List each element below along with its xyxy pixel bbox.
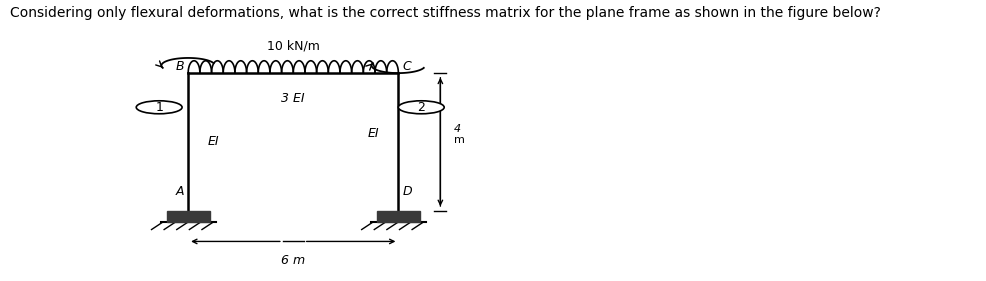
Text: C: C [402, 60, 411, 72]
Text: 10 kN/m: 10 kN/m [267, 39, 319, 52]
Circle shape [398, 101, 444, 114]
Text: 4: 4 [455, 124, 461, 134]
Text: Considering only flexural deformations, what is the correct stiffness matrix for: Considering only flexural deformations, … [10, 6, 880, 20]
Text: 1: 1 [155, 101, 163, 114]
Bar [167, 211, 210, 222]
Text: B: B [176, 60, 184, 72]
Bar [377, 211, 420, 222]
Text: D: D [402, 185, 412, 198]
Text: EI: EI [207, 135, 219, 148]
Circle shape [136, 101, 182, 114]
Text: 6 m: 6 m [281, 254, 306, 268]
Text: EI: EI [368, 127, 380, 140]
Text: A: A [176, 185, 184, 198]
Text: 3 EI: 3 EI [281, 92, 305, 105]
Text: 2: 2 [417, 101, 425, 114]
Text: m: m [455, 135, 465, 145]
